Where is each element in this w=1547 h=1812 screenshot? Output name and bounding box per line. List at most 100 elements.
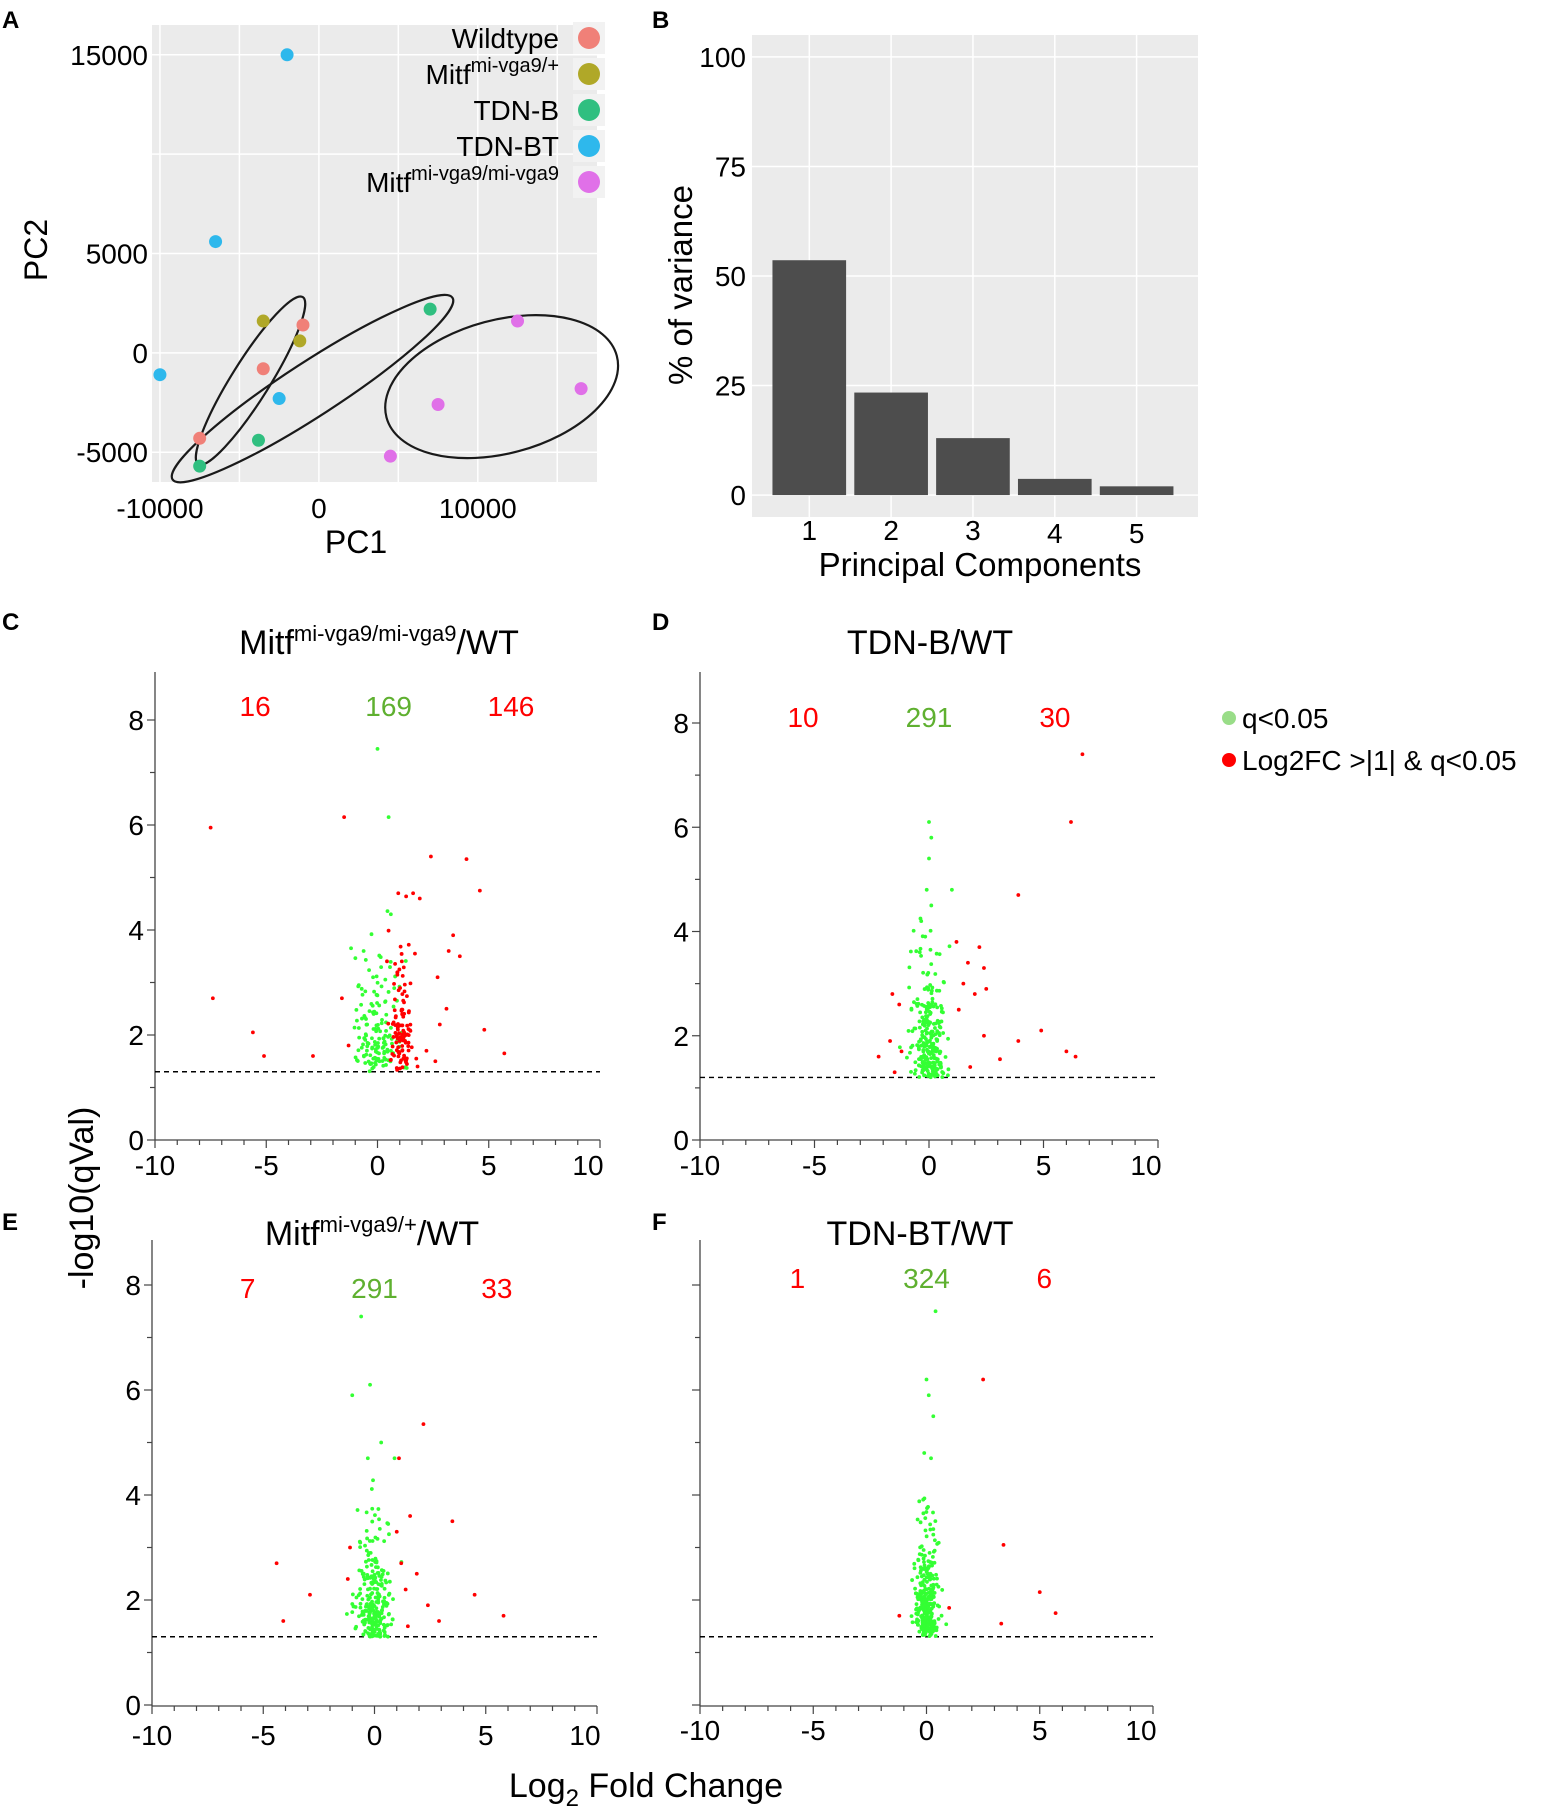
pca-y-tick-label: 0: [132, 338, 148, 369]
volcano-point-red: [345, 1577, 350, 1581]
volcano-point-green: [923, 1630, 928, 1635]
volcano-point-green: [373, 1026, 378, 1031]
volcano-point-red: [399, 1008, 404, 1013]
volcano-point-green: [374, 1617, 379, 1622]
volcano-point-red: [424, 1048, 429, 1053]
volcano-point-green: [349, 946, 353, 951]
pca-point: [256, 362, 270, 376]
volcano-point-green: [385, 1623, 390, 1628]
panel-label-d: D: [652, 609, 669, 636]
volcano-x-tick-label: 5: [1036, 1150, 1052, 1181]
volcano-x-tick-label: 0: [921, 1150, 937, 1181]
volcano-y-tick-label: 6: [128, 810, 144, 841]
volcano-point-green: [935, 1067, 940, 1072]
volcano-point-red: [982, 966, 986, 970]
volcano-point-red: [386, 928, 391, 933]
volcano-point-green: [932, 1548, 937, 1553]
volcano-point-green: [943, 1055, 948, 1059]
volcano-point-green: [934, 1582, 939, 1587]
volcano-point-red: [395, 1027, 400, 1032]
volcano-point-red: [392, 981, 396, 986]
volcano-point-green: [382, 1599, 387, 1604]
volcano-point-green: [386, 1612, 391, 1617]
volcano-point-red: [402, 989, 407, 994]
volcano-point-green: [375, 980, 380, 985]
volcano-point-green: [375, 1571, 380, 1575]
volcano-point-green: [374, 974, 379, 979]
pca-point: [383, 449, 397, 463]
volcano-point-green: [930, 1554, 935, 1559]
volcano-point-green: [357, 1614, 361, 1619]
volcano-point-red: [395, 972, 400, 977]
volcano-point-red: [400, 1044, 405, 1048]
volcano-point-green: [927, 1607, 931, 1612]
volcano-point-green: [381, 1628, 386, 1633]
volcano-point-red: [401, 1056, 406, 1061]
volcano-point-red: [396, 891, 401, 896]
volcano-point-green: [387, 1532, 391, 1537]
volcano-point-green: [359, 986, 364, 991]
volcano-point-green: [344, 1612, 349, 1616]
volcano-point-red: [404, 894, 409, 899]
volcano-point-green: [371, 1608, 376, 1613]
pca-x-ticks: -10000 0 10000: [116, 493, 516, 524]
volcano-point-green: [926, 1602, 931, 1606]
volcano-point-red: [388, 1058, 393, 1063]
volcano-point-green: [931, 1527, 936, 1532]
volcano-point-green: [928, 983, 933, 987]
volcano-y-tick-label: 0: [125, 1690, 141, 1721]
volcano-point-green: [384, 1028, 388, 1033]
volcano-point-red: [406, 1040, 411, 1045]
volcano-point-red: [1080, 752, 1085, 757]
volcano-point-green: [921, 970, 926, 975]
volcano-point-green: [934, 1572, 938, 1577]
volcano-point-green: [932, 1056, 937, 1061]
volcano-point-green: [375, 1001, 379, 1005]
volcano-point-green: [387, 1579, 392, 1584]
scree-bar: [1017, 478, 1092, 496]
volcano-point-green: [355, 1058, 359, 1062]
volcano-point-green: [917, 1075, 922, 1079]
volcano-point-green: [365, 1574, 370, 1579]
volcano-x-tick-label: 10: [1125, 1715, 1156, 1746]
pca-point: [251, 433, 265, 447]
volcano-point-green: [942, 980, 946, 985]
volcano-point-red: [408, 1028, 413, 1033]
volcano-point-green: [368, 1061, 372, 1066]
volcano-point-green: [383, 999, 388, 1004]
volcano-point-red: [399, 1561, 404, 1566]
volcano-point-green: [386, 815, 391, 820]
volcano-point-green: [377, 1036, 382, 1041]
volcano-point-green: [371, 975, 375, 980]
volcano-point-green: [910, 1029, 915, 1034]
volcano-point-green: [383, 1633, 387, 1637]
scree-x-tick-label: 2: [883, 515, 899, 546]
volcano-point-green: [370, 1506, 375, 1511]
volcano-point-green: [372, 1039, 377, 1044]
volcano-point-green: [367, 1614, 371, 1619]
volcano-point-green: [371, 1478, 375, 1483]
volcano-x-tick-label: 10: [1130, 1150, 1161, 1181]
volcano-point-red: [1039, 1028, 1044, 1033]
volcano-title-sup: mi-vga9/mi-vga9: [294, 621, 457, 646]
panel-e-volcano: -10 -5 0 5 10 0 2 4 6 8 Mitfmi-vga9/+/WT 7 291 33: [125, 1212, 600, 1751]
volcano-point-green: [927, 1634, 932, 1638]
volcano-point-green: [926, 1605, 931, 1609]
pca-point: [209, 235, 223, 249]
volcano-point-green: [367, 1069, 372, 1074]
volcano-point-green: [369, 1621, 374, 1626]
volcano-point-green: [388, 965, 392, 969]
volcano-point-green: [374, 1011, 379, 1016]
pca-gridlines: [152, 25, 597, 482]
volcano-point-green: [927, 820, 931, 824]
volcano-point-red: [414, 1571, 419, 1576]
volcano-point-green: [924, 1534, 929, 1539]
volcano-title-rest: /WT: [457, 624, 519, 662]
scree-bar: [772, 260, 847, 496]
volcano-point-green: [379, 1021, 384, 1026]
volcano-point-green: [935, 1039, 940, 1043]
volcano-title-main: Mitf: [265, 1215, 320, 1253]
volcano-point-green: [922, 1567, 927, 1572]
volcano-point-green: [933, 1309, 938, 1314]
volcano-point-green: [930, 996, 935, 1001]
